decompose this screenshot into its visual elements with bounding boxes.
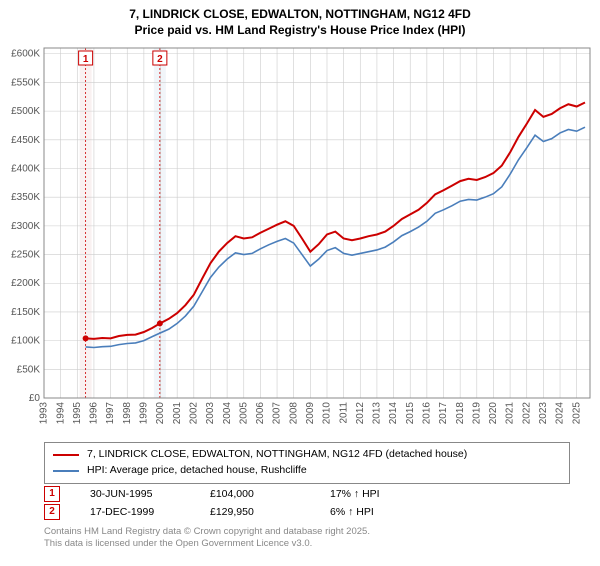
svg-text:2010: 2010 [322,402,333,425]
legend-item: 7, LINDRICK CLOSE, EDWALTON, NOTTINGHAM,… [53,447,561,463]
legend-label: HPI: Average price, detached house, Rush… [87,463,307,479]
svg-text:2020: 2020 [488,402,499,425]
transaction-pct: 6% ↑ HPI [330,506,420,518]
chart-svg: £0£50K£100K£150K£200K£250K£300K£350K£400… [0,38,600,438]
legend-swatch [53,470,79,472]
transaction-price: £129,950 [210,506,300,518]
svg-text:2007: 2007 [272,402,283,425]
svg-text:2024: 2024 [555,402,566,425]
svg-text:2014: 2014 [388,402,399,425]
svg-text:1: 1 [83,54,89,65]
svg-text:2021: 2021 [505,402,516,425]
transaction-marker: 2 [44,504,60,520]
svg-text:£100K: £100K [11,336,40,347]
footnote-line2: This data is licensed under the Open Gov… [44,538,570,550]
svg-text:2002: 2002 [188,402,199,425]
svg-text:2008: 2008 [288,402,299,425]
svg-text:2012: 2012 [355,402,366,425]
svg-text:2016: 2016 [422,402,433,425]
svg-text:£400K: £400K [11,164,40,175]
price-chart: £0£50K£100K£150K£200K£250K£300K£350K£400… [0,38,600,438]
svg-text:2013: 2013 [372,402,383,425]
svg-text:£550K: £550K [11,78,40,89]
svg-text:2000: 2000 [155,402,166,425]
svg-text:2018: 2018 [455,402,466,425]
svg-text:1994: 1994 [55,402,66,425]
svg-text:2005: 2005 [238,402,249,425]
transaction-marker: 1 [44,486,60,502]
svg-text:2015: 2015 [405,402,416,425]
svg-text:£350K: £350K [11,193,40,204]
svg-text:2017: 2017 [438,402,449,425]
transaction-pct: 17% ↑ HPI [330,488,420,500]
transaction-date: 17-DEC-1999 [90,506,180,518]
svg-text:£150K: £150K [11,307,40,318]
svg-text:1998: 1998 [122,402,133,425]
svg-text:£500K: £500K [11,106,40,117]
legend: 7, LINDRICK CLOSE, EDWALTON, NOTTINGHAM,… [44,442,570,484]
svg-text:2006: 2006 [255,402,266,425]
svg-text:1996: 1996 [89,402,100,425]
svg-text:1999: 1999 [139,402,150,425]
svg-text:£300K: £300K [11,221,40,232]
svg-text:2023: 2023 [538,402,549,425]
svg-text:£250K: £250K [11,250,40,261]
svg-text:2001: 2001 [172,402,183,425]
svg-text:2011: 2011 [338,402,349,424]
svg-text:2: 2 [157,54,163,65]
svg-text:1995: 1995 [72,402,83,425]
svg-text:2004: 2004 [222,402,233,425]
title-line1: 7, LINDRICK CLOSE, EDWALTON, NOTTINGHAM,… [0,6,600,22]
svg-text:2019: 2019 [471,402,482,425]
transaction-price: £104,000 [210,488,300,500]
svg-text:2022: 2022 [521,402,532,425]
svg-text:£600K: £600K [11,49,40,60]
legend-label: 7, LINDRICK CLOSE, EDWALTON, NOTTINGHAM,… [87,447,467,463]
chart-title: 7, LINDRICK CLOSE, EDWALTON, NOTTINGHAM,… [0,6,600,38]
svg-text:1993: 1993 [39,402,50,425]
footnote: Contains HM Land Registry data © Crown c… [44,526,570,551]
title-line2: Price paid vs. HM Land Registry's House … [0,22,600,38]
svg-text:2003: 2003 [205,402,216,425]
svg-text:£50K: £50K [17,365,41,376]
svg-text:£200K: £200K [11,279,40,290]
svg-text:2009: 2009 [305,402,316,425]
transaction-row: 1 30-JUN-1995 £104,000 17% ↑ HPI [44,486,570,502]
svg-text:2025: 2025 [571,402,582,425]
legend-swatch [53,454,79,456]
footnote-line1: Contains HM Land Registry data © Crown c… [44,526,570,538]
transaction-date: 30-JUN-1995 [90,488,180,500]
svg-text:1997: 1997 [105,402,116,425]
legend-item: HPI: Average price, detached house, Rush… [53,463,561,479]
transaction-row: 2 17-DEC-1999 £129,950 6% ↑ HPI [44,504,570,520]
svg-text:£450K: £450K [11,135,40,146]
